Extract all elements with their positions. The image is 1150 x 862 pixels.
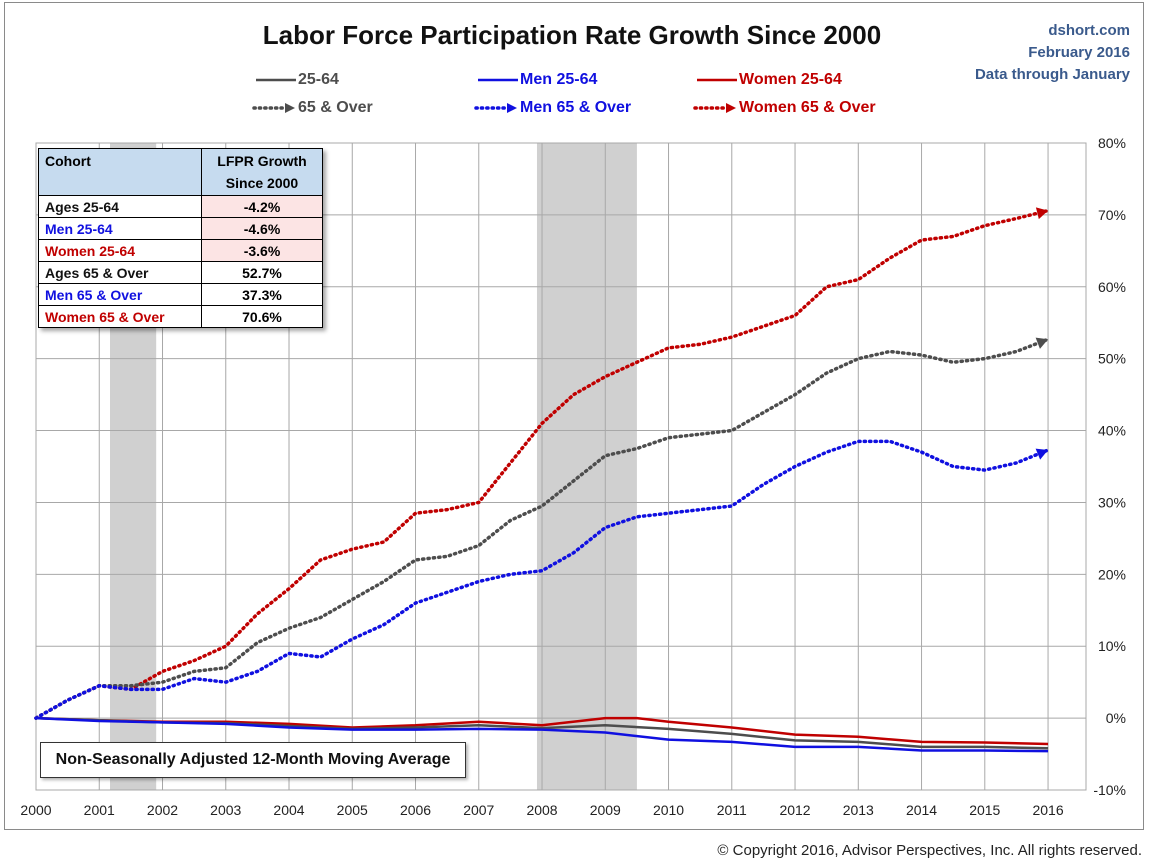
table-row: Ages 25-64 -4.2% [38,195,323,218]
x-tick-label: 2008 [526,802,557,818]
cohort-table: Cohort LFPR Growth Since 2000 Ages 25-64… [38,148,323,328]
x-tick-label: 2004 [273,802,304,818]
x-tick-label: 2006 [400,802,431,818]
x-tick-label: 2010 [653,802,684,818]
cohort-growth-value: -4.2% [201,195,323,218]
legend-item: Women 65 & Over [693,99,876,117]
x-tick-label: 2003 [210,802,241,818]
legend-symbol [252,102,295,113]
x-tick-label: 2014 [906,802,937,818]
legend-label: Men 65 & Over [520,99,632,116]
chart-title: Labor Force Participation Rate Growth Si… [262,20,882,50]
credit-block: dshort.com February 2016 Data through Ja… [975,20,1130,86]
y-tick-label: 30% [1098,494,1126,510]
series-arrow-women-65-over [1035,207,1049,220]
credit-data: Data through January [974,66,1130,83]
moving-average-note: Non-Seasonally Adjusted 12-Month Moving … [40,742,466,778]
table-body: Ages 25-64 -4.2% Men 25-64 -4.6% Women 25-64… [38,195,323,328]
x-tick-label: 2000 [20,802,51,818]
cohort-name: Ages 65 & Over [38,261,202,284]
legend-label: Women 65 & Over [739,99,876,116]
legend-symbol [256,78,296,82]
y-tick-label: 70% [1098,207,1126,223]
y-tick-label: 50% [1098,351,1126,367]
cohort-name: Ages 25-64 [38,195,202,218]
series-line-women-65-over [34,208,1050,720]
x-tick-label: 2007 [463,802,494,818]
table-header-row: Cohort LFPR Growth Since 2000 [38,148,323,196]
series-line-men-65-over [34,439,1050,720]
axis-ticks: -10% 0% 10% 20% 30% 40% 50% 60% 70% 80% 2000 2001 20… [20,135,1126,818]
legend-item: 25-64 [252,71,339,89]
series-line-65-over [34,337,1050,720]
y-tick-label: -10% [1093,782,1126,798]
legend-item: Men 25-64 [474,71,597,89]
table-row: Ages 65 & Over 52.7% [38,261,323,284]
cohort-growth-value: 52.7% [201,261,323,284]
x-tick-label: 2011 [717,802,747,818]
legend-label: Women 25-64 [739,71,842,88]
cohort-name: Women 25-64 [38,239,202,262]
legend-label: 65 & Over [298,99,373,116]
y-tick-label: 0% [1106,710,1126,726]
table-row: Men 65 & Over 37.3% [38,283,323,306]
y-tick-label: 10% [1098,638,1126,654]
cohort-growth-value: -3.6% [201,239,323,262]
legend-symbol [474,102,517,113]
credit-site: dshort.com [1048,22,1130,39]
cohort-growth-value: -4.6% [201,217,323,240]
header-growth-line2: Since 2000 [225,175,299,191]
x-tick-label: 2015 [969,802,1000,818]
y-tick-label: 20% [1098,566,1126,582]
header-cohort: Cohort [38,148,202,196]
x-tick-label: 2002 [147,802,178,818]
plot-border [35,142,1087,791]
y-tick-label: 60% [1098,279,1126,295]
x-tick-label: 2005 [337,802,368,818]
legend-symbol [478,78,518,82]
copyright: © Copyright 2016, Advisor Perspectives, … [717,842,1142,859]
series-arrow-65-over [1035,337,1049,349]
y-tick-label: 80% [1098,135,1126,151]
legend-label: 25-64 [298,71,339,88]
series-arrow-men-65-over [1035,448,1049,460]
legend-symbol [693,102,736,113]
series-lines [34,207,1050,753]
header-growth: LFPR Growth Since 2000 [201,148,323,196]
recession-band-2 [536,143,637,790]
series-line-women-25-64 [35,716,1049,746]
x-tick-label: 2001 [84,802,115,818]
legend-label: Men 25-64 [520,71,598,88]
x-tick-label: 2009 [590,802,621,818]
series-line-men-25-64 [35,716,1049,753]
table-row: Men 25-64 -4.6% [38,217,323,240]
legend-item: 65 & Over [252,99,373,117]
cohort-growth-value: 70.6% [201,305,323,328]
table-row: Women 25-64 -3.6% [38,239,323,262]
header-growth-line1: LFPR Growth [217,153,307,169]
legend-item: Men 65 & Over [474,99,631,117]
cohort-growth-value: 37.3% [201,283,323,306]
cohort-name: Women 65 & Over [38,305,202,328]
legend-item: Women 25-64 [693,71,842,89]
cohort-name: Men 25-64 [38,217,202,240]
x-tick-label: 2013 [843,802,874,818]
credit-date: February 2016 [1028,44,1130,61]
table-row: Women 65 & Over 70.6% [38,305,323,328]
legend-symbol [697,78,737,82]
x-tick-label: 2012 [779,802,810,818]
y-tick-label: 40% [1098,423,1126,439]
x-tick-label: 2016 [1032,802,1063,818]
cohort-name: Men 65 & Over [38,283,202,306]
